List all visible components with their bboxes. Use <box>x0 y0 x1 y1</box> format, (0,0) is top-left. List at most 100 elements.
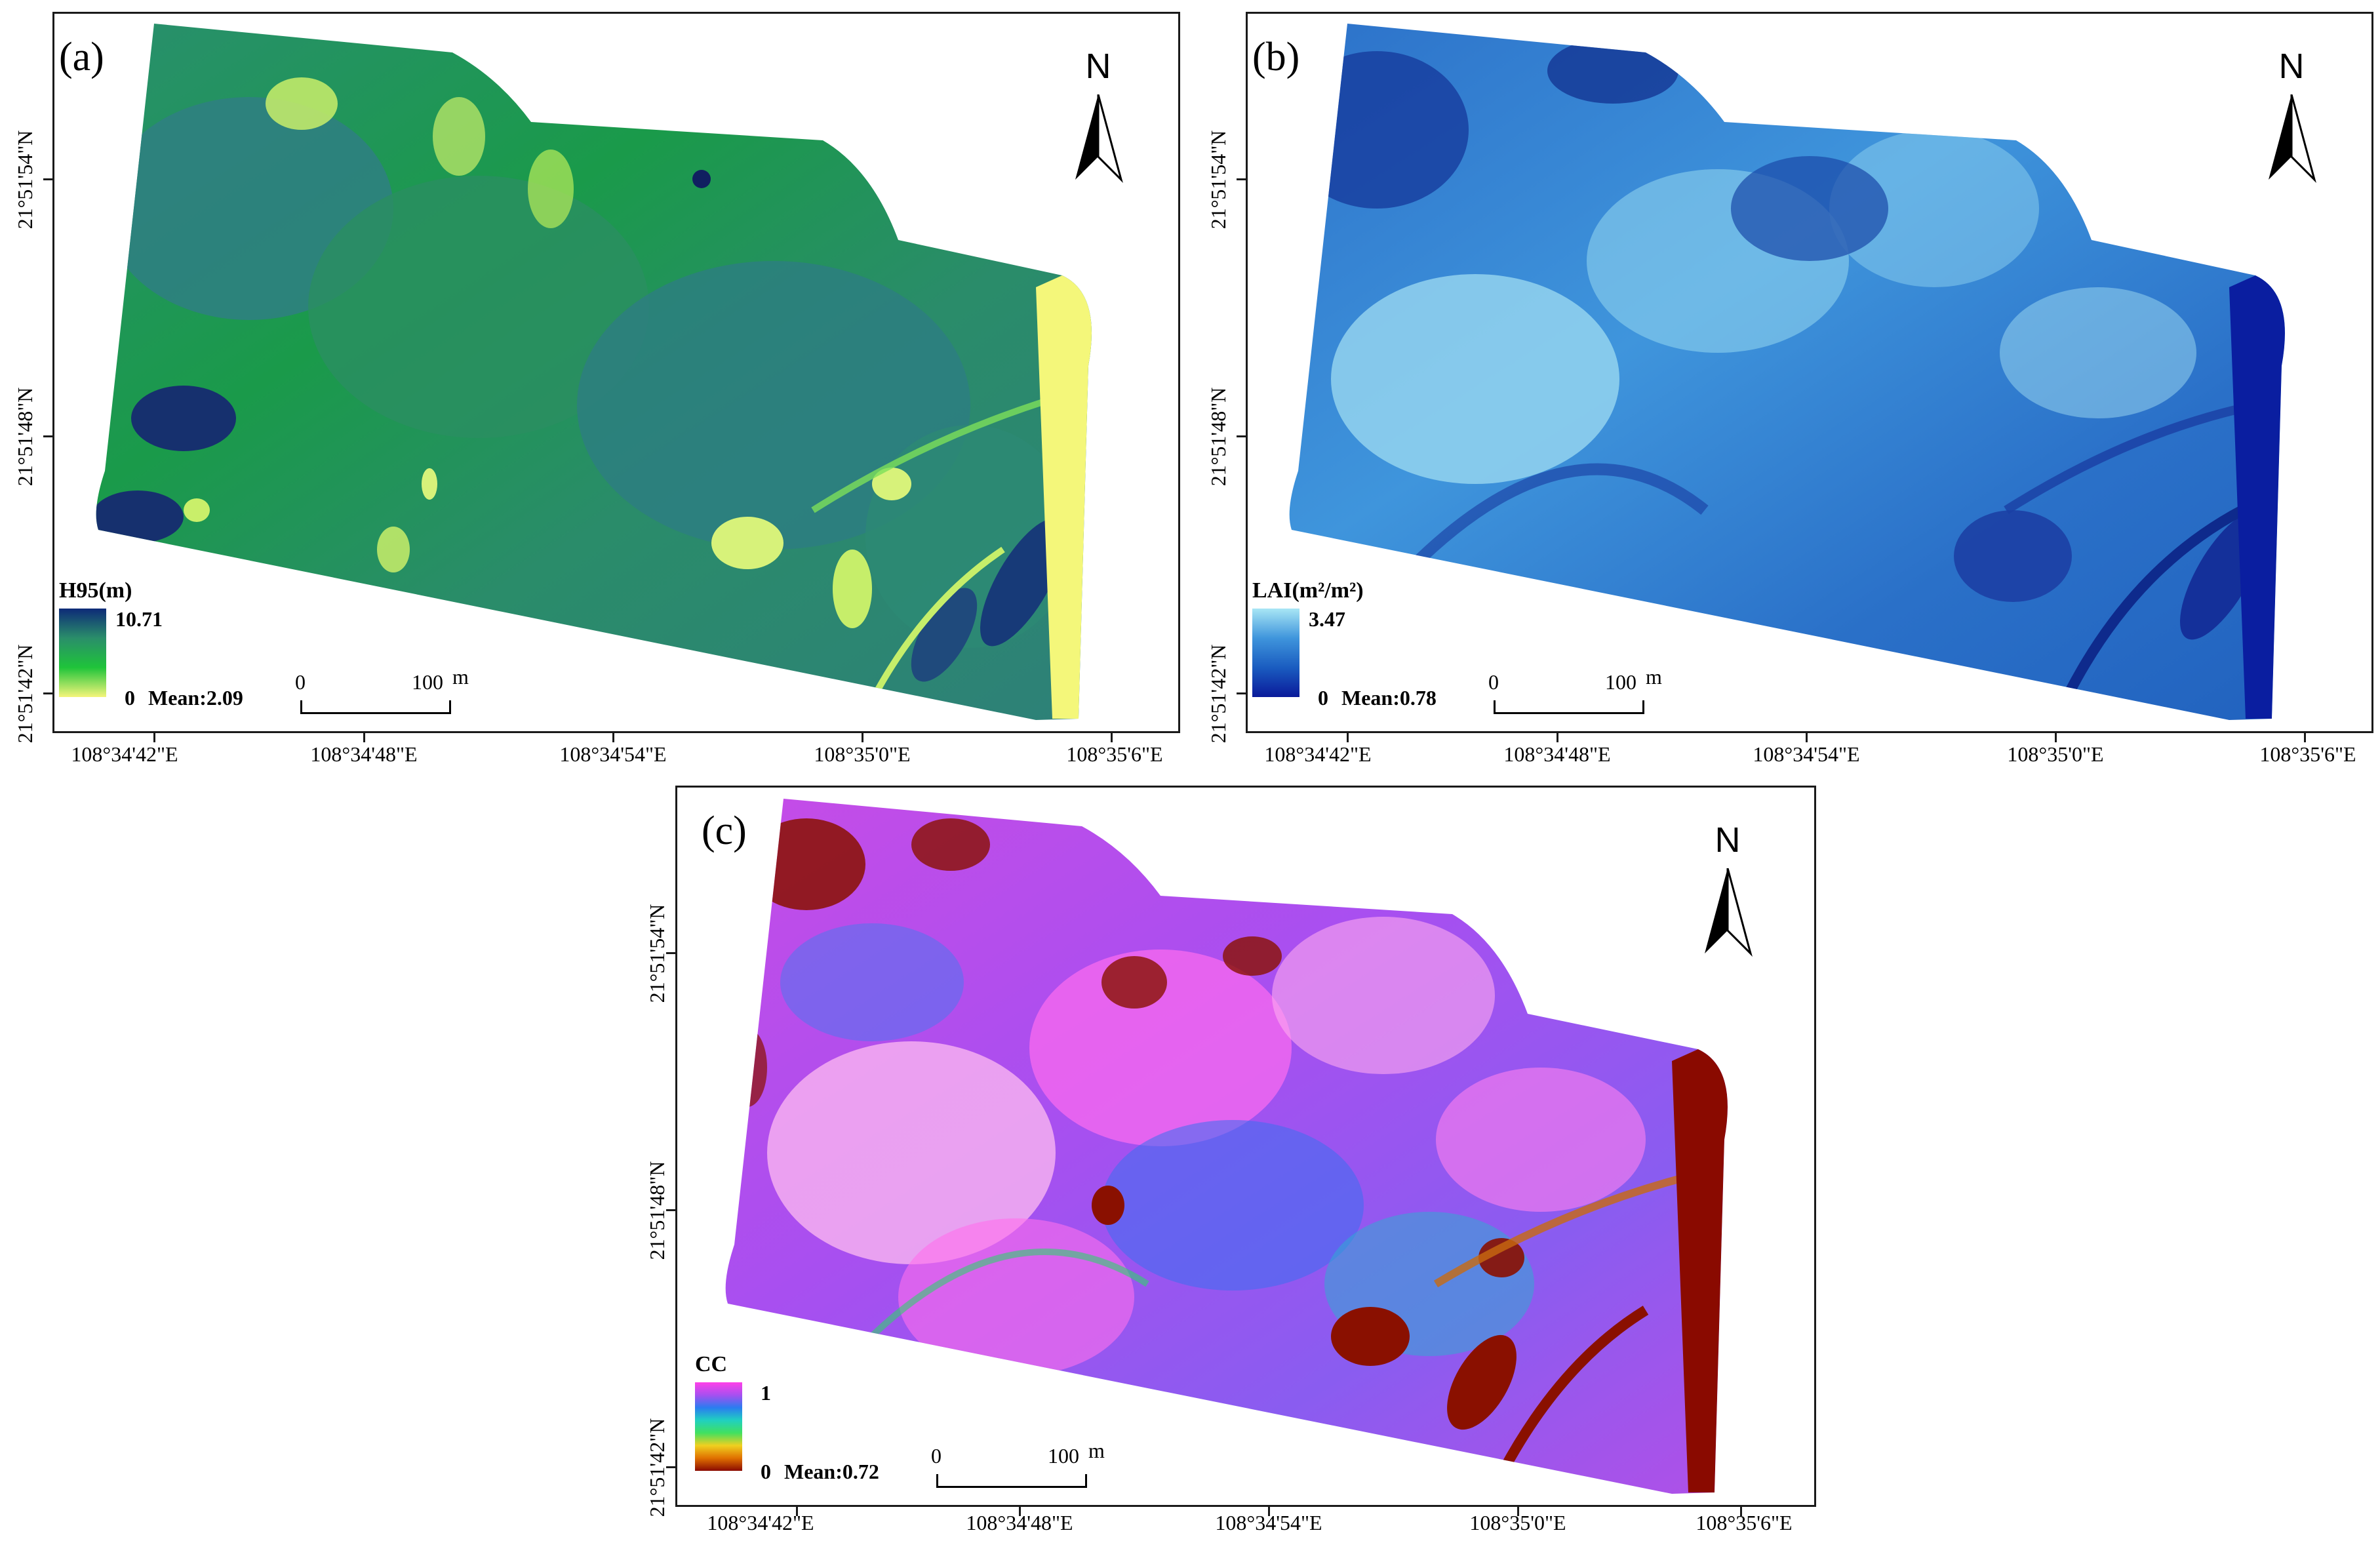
north-arrow: N <box>2255 49 2328 193</box>
x-tick-mark <box>1557 733 1558 742</box>
north-arrow-icon <box>2269 94 2316 184</box>
scale-bar-tick <box>1642 700 1644 714</box>
x-tick-label: 108°34'54"E <box>1753 742 1860 766</box>
scale-bar-unit: m <box>452 665 469 689</box>
scale-bar-tick <box>1085 1474 1087 1488</box>
legend-max: 10.71 <box>115 607 163 631</box>
panel-label: (c) <box>702 809 747 853</box>
x-tick-label: 108°35'0"E <box>814 742 911 766</box>
north-arrow: N <box>1692 822 1764 967</box>
panel-label: (a) <box>59 35 104 79</box>
y-tick-label: 21°51'54"N <box>645 904 669 1003</box>
raster-map-cc <box>725 799 1728 1494</box>
scale-bar-tick <box>936 1474 938 1488</box>
scale-bar-line <box>936 1486 1087 1488</box>
scale-bar-zero: 0 <box>931 1444 942 1468</box>
x-tick-label: 108°34'48"E <box>966 1511 1073 1534</box>
x-tick-label: 108°35'0"E <box>2007 742 2104 766</box>
x-tick-label: 108°35'6"E <box>1696 1511 1793 1534</box>
x-tick-mark <box>363 733 365 742</box>
scale-bar: 0 100 m <box>931 1440 1105 1498</box>
scale-bar-line <box>1494 712 1644 714</box>
legend-mean: Mean:2.09 <box>148 686 243 710</box>
y-tick-label: 21°51'48"N <box>1206 387 1230 487</box>
y-tick-label: 21°51'48"N <box>13 387 37 487</box>
x-tick-label: 108°34'54"E <box>559 742 667 766</box>
y-tick-label: 21°51'48"N <box>645 1161 669 1260</box>
x-tick-mark <box>1517 1507 1519 1516</box>
y-tick-mark <box>43 178 52 180</box>
y-tick-mark <box>666 1209 675 1211</box>
x-tick-mark <box>862 733 863 742</box>
legend-mean: Mean:0.72 <box>784 1460 879 1483</box>
x-tick-label: 108°34'48"E <box>1503 742 1611 766</box>
x-tick-label: 108°35'0"E <box>1469 1511 1566 1534</box>
scale-bar-unit: m <box>1088 1439 1105 1462</box>
x-tick-mark <box>1740 1507 1742 1516</box>
x-tick-mark <box>1806 733 1808 742</box>
x-tick-mark <box>1111 733 1113 742</box>
x-tick-mark <box>2055 733 2057 742</box>
y-tick-mark <box>1237 178 1246 180</box>
x-tick-label: 108°34'42"E <box>71 742 178 766</box>
raster-map-h95 <box>96 24 1092 720</box>
panel-label: (b) <box>1252 35 1300 79</box>
y-tick-mark <box>1237 435 1246 437</box>
y-tick-label: 21°51'54"N <box>13 130 37 230</box>
north-arrow-icon <box>1075 94 1123 184</box>
x-tick-label: 108°34'54"E <box>1215 1511 1322 1534</box>
x-tick-mark <box>612 733 614 742</box>
scale-bar-tick <box>449 700 451 714</box>
x-tick-mark <box>1019 1507 1021 1516</box>
y-tick-label: 21°51'42"N <box>1206 644 1230 744</box>
y-tick-mark <box>43 435 52 437</box>
panel-a: (a) N H95(m) 10.71 0 Mean:2.09 0 100 m <box>52 12 1180 733</box>
legend-min: 0 <box>761 1460 771 1483</box>
panel-c: (c) N CC 1 0 Mean:0.72 0 100 m <box>675 786 1816 1507</box>
x-tick-mark <box>153 733 155 742</box>
scale-bar-zero: 0 <box>295 670 306 694</box>
y-tick-label: 21°51'54"N <box>1206 130 1230 230</box>
legend-title: H95(m) <box>59 578 132 603</box>
north-label: N <box>1085 47 1111 86</box>
legend-title: LAI(m²/m²) <box>1252 578 1364 603</box>
legend-max: 3.47 <box>1309 607 1345 631</box>
y-tick-label: 21°51'42"N <box>13 644 37 744</box>
legend-max: 1 <box>761 1381 771 1405</box>
scale-bar-zero: 0 <box>1488 670 1499 694</box>
scale-bar-tick <box>1494 700 1496 714</box>
raster-map-lai <box>1289 24 2286 720</box>
x-tick-mark <box>1268 1507 1270 1516</box>
x-tick-mark <box>796 1507 798 1516</box>
x-tick-label: 108°35'6"E <box>1066 742 1163 766</box>
scale-bar-hundred: 100 <box>412 670 443 694</box>
scale-bar-hundred: 100 <box>1605 670 1636 694</box>
legend-color-bar <box>59 609 106 697</box>
legend-color-bar <box>695 1382 742 1471</box>
scale-bar: 0 100 m <box>1488 666 1662 724</box>
north-label: N <box>2278 47 2305 86</box>
legend-color-bar <box>1252 609 1299 697</box>
y-tick-mark <box>1237 692 1246 694</box>
x-tick-label: 108°34'42"E <box>707 1511 814 1534</box>
panel-b: (b) N LAI(m²/m²) 3.47 0 Mean:0.78 0 100 … <box>1246 12 2373 733</box>
legend-mean: Mean:0.78 <box>1341 686 1437 710</box>
x-tick-label: 108°34'42"E <box>1264 742 1372 766</box>
scale-bar-tick <box>300 700 302 714</box>
x-tick-mark <box>1347 733 1349 742</box>
north-arrow: N <box>1062 49 1134 193</box>
legend-title: CC <box>695 1352 728 1376</box>
scale-bar-line <box>300 712 451 714</box>
north-arrow-icon <box>1705 868 1753 957</box>
x-tick-label: 108°34'48"E <box>310 742 418 766</box>
y-tick-mark <box>666 1466 675 1468</box>
legend-min: 0 <box>1318 686 1328 710</box>
y-tick-mark <box>43 692 52 694</box>
north-label: N <box>1715 820 1741 860</box>
scale-bar: 0 100 m <box>295 666 469 724</box>
scale-bar-hundred: 100 <box>1048 1444 1079 1468</box>
y-tick-label: 21°51'42"N <box>645 1418 669 1517</box>
x-tick-label: 108°35'6"E <box>2259 742 2356 766</box>
y-tick-mark <box>666 952 675 954</box>
scale-bar-unit: m <box>1646 665 1662 689</box>
